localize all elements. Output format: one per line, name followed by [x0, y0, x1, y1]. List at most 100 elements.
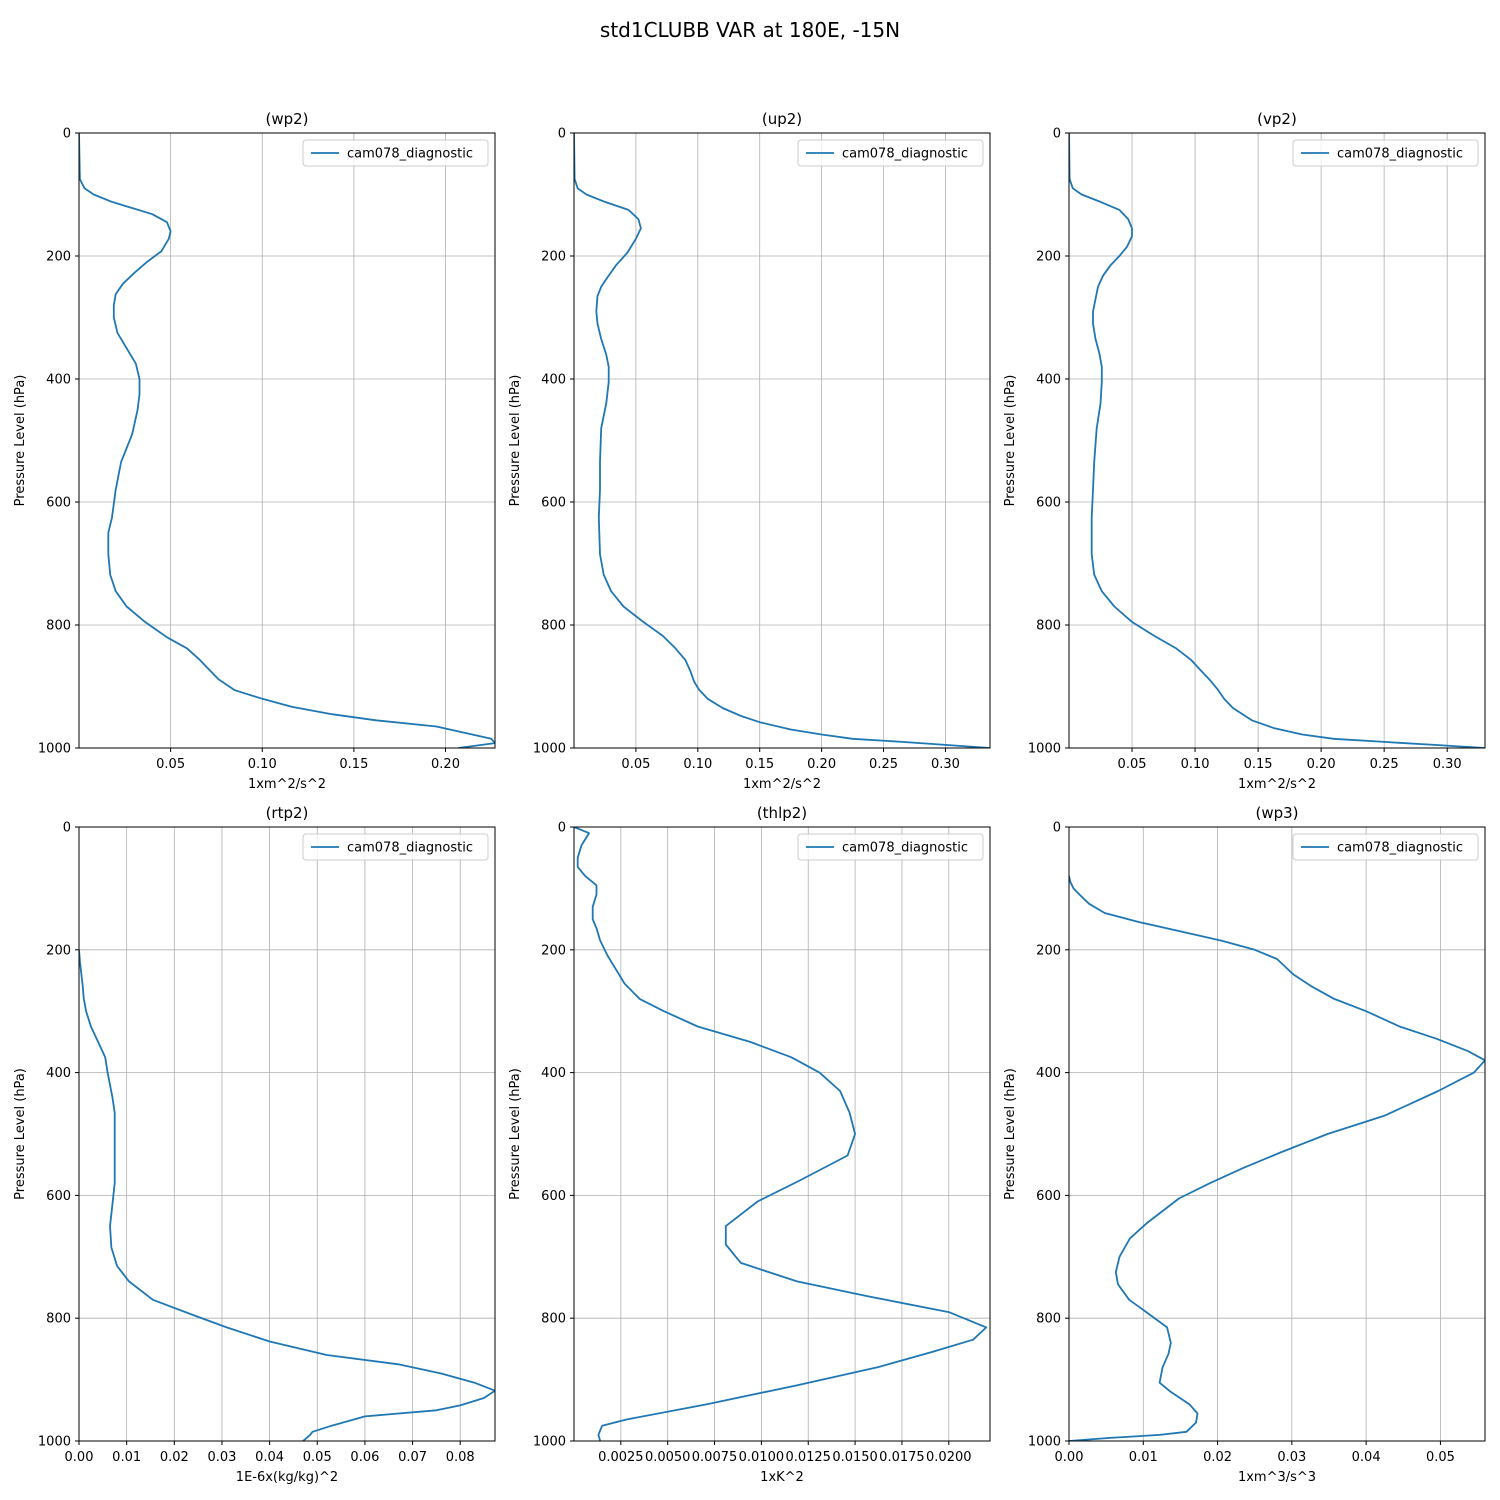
y-tick-label: 1000: [38, 742, 71, 757]
axes-frame: [78, 132, 496, 749]
x-tick-label: 0.30: [1433, 757, 1462, 772]
x-tick-label: 0.0200: [926, 1450, 972, 1465]
legend-label: cam078_diagnostic: [842, 841, 968, 856]
x-axis-label: 1E-6x(kg/kg)^2: [236, 1470, 338, 1485]
subplot-wp3: 0.00 0.01 0.02 0.03 0.04 0.05 0 200 400 600 800 100…: [1003, 804, 1486, 1485]
y-tick-label: 1000: [38, 1435, 71, 1450]
x-tick-label: 0.05: [1118, 757, 1147, 772]
y-tick-label: 1000: [533, 742, 566, 757]
x-axis-label: 1xm^2/s^2: [248, 777, 326, 792]
x-tick-label: 0.20: [1307, 757, 1336, 772]
y-tick-label: 200: [541, 943, 566, 958]
x-axis-label: 1xm^2/s^2: [743, 777, 821, 792]
x-tick-label: 0.02: [1203, 1450, 1232, 1465]
x-tick-label: 0.08: [446, 1450, 475, 1465]
y-tick-label: 400: [1036, 1066, 1061, 1081]
y-tick-label: 800: [1036, 619, 1061, 634]
x-tick-label: 0.01: [112, 1450, 141, 1465]
axes-frame: [573, 132, 991, 749]
x-tick-label: 0.03: [1277, 1450, 1306, 1465]
x-tick-label: 0.05: [303, 1450, 332, 1465]
subplot-title: (rtp2): [266, 804, 309, 822]
subplot-title: (wp3): [1255, 804, 1298, 822]
y-tick-label: 600: [541, 496, 566, 511]
series-line-cam078_diagnostic: [1069, 133, 1485, 748]
y-axis-label: Pressure Level (hPa): [1003, 375, 1018, 507]
subplot-title: (thlp2): [757, 804, 807, 822]
x-axis-label: 1xm^3/s^3: [1238, 1470, 1316, 1485]
y-tick-label: 600: [541, 1189, 566, 1204]
x-tick-label: 0.0075: [692, 1450, 738, 1465]
y-tick-label: 200: [1036, 943, 1061, 958]
legend-label: cam078_diagnostic: [347, 147, 473, 162]
subplot-title: (vp2): [1257, 110, 1297, 128]
legend-box: [302, 833, 489, 861]
x-tick-label: 0.10: [1181, 757, 1210, 772]
x-tick-label: 0.04: [255, 1450, 284, 1465]
x-tick-label: 0.06: [350, 1450, 379, 1465]
y-tick-label: 1000: [1028, 1435, 1061, 1450]
legend-label: cam078_diagnostic: [1337, 147, 1463, 162]
subplot-title: (up2): [762, 110, 802, 128]
y-tick-label: 800: [541, 1312, 566, 1327]
y-tick-label: 200: [46, 943, 71, 958]
series-line-cam078_diagnostic: [1069, 875, 1485, 1441]
series-line-cam078_diagnostic: [574, 133, 990, 748]
subplot-rtp2: 0.00 0.01 0.02 0.03 0.04 0.05 0.06 0.07 0.08 0 200…: [13, 804, 496, 1485]
x-tick-label: 0.03: [207, 1450, 236, 1465]
y-tick-label: 600: [46, 496, 71, 511]
x-tick-label: 0.0125: [785, 1450, 831, 1465]
y-tick-label: 0: [558, 127, 566, 142]
legend: cam078_diagnostic: [797, 833, 984, 861]
axes-frame: [573, 826, 991, 1442]
y-tick-label: 0: [1053, 821, 1061, 836]
y-tick-label: 400: [46, 373, 71, 388]
legend: cam078_diagnostic: [302, 139, 489, 167]
legend-box: [797, 833, 984, 861]
series-line-cam078_diagnostic: [574, 827, 988, 1441]
axes-frame: [1068, 826, 1486, 1442]
x-tick-label: 0.30: [931, 757, 960, 772]
x-tick-label: 0.02: [160, 1450, 189, 1465]
x-tick-label: 0.07: [398, 1450, 427, 1465]
x-tick-label: 0.0100: [739, 1450, 785, 1465]
y-tick-label: 0: [1053, 127, 1061, 142]
legend-box: [1292, 833, 1479, 861]
x-tick-label: 0.20: [807, 757, 836, 772]
y-axis-label: Pressure Level (hPa): [508, 1068, 523, 1200]
x-tick-label: 0.0050: [645, 1450, 691, 1465]
legend-label: cam078_diagnostic: [347, 841, 473, 856]
legend: cam078_diagnostic: [1292, 139, 1479, 167]
legend-box: [302, 139, 489, 167]
x-tick-label: 0.05: [621, 757, 650, 772]
x-tick-label: 0.01: [1129, 1450, 1158, 1465]
x-tick-label: 0.04: [1352, 1450, 1381, 1465]
x-tick-label: 0.25: [1370, 757, 1399, 772]
legend-label: cam078_diagnostic: [842, 147, 968, 162]
subplot-vp2: 0.05 0.10 0.15 0.20 0.25 0.30 0 200 400 600 800 100…: [1003, 110, 1486, 792]
series-line-cam078_diagnostic: [79, 949, 495, 1441]
y-tick-label: 800: [541, 619, 566, 634]
y-tick-label: 400: [1036, 373, 1061, 388]
legend-box: [1292, 139, 1479, 167]
y-tick-label: 800: [46, 1312, 71, 1327]
subplot-up2: 0.05 0.10 0.15 0.20 0.25 0.30 0 200 400 600 800 100…: [508, 110, 991, 792]
y-tick-label: 400: [541, 1066, 566, 1081]
y-axis-label: Pressure Level (hPa): [508, 375, 523, 507]
y-tick-label: 0: [63, 821, 71, 836]
y-tick-label: 1000: [533, 1435, 566, 1450]
y-tick-label: 0: [558, 821, 566, 836]
legend-label: cam078_diagnostic: [1337, 841, 1463, 856]
y-tick-label: 800: [46, 619, 71, 634]
subplot-thlp2: 0.0025 0.0050 0.0075 0.0100 0.0125 0.0150 0.01…: [508, 804, 991, 1485]
subplot-grid: 0.05 0.10 0.15 0.20 0 200 400 600 800 1000 (wp2) 1x…: [13, 110, 1486, 1485]
y-axis-label: Pressure Level (hPa): [13, 375, 28, 507]
figure-title: std1CLUBB VAR at 180E, -15N: [600, 18, 900, 42]
x-tick-label: 0.15: [745, 757, 774, 772]
axes-frame: [78, 826, 496, 1442]
x-axis-label: 1xK^2: [760, 1470, 804, 1485]
legend: cam078_diagnostic: [797, 139, 984, 167]
axes-frame: [1068, 132, 1486, 749]
